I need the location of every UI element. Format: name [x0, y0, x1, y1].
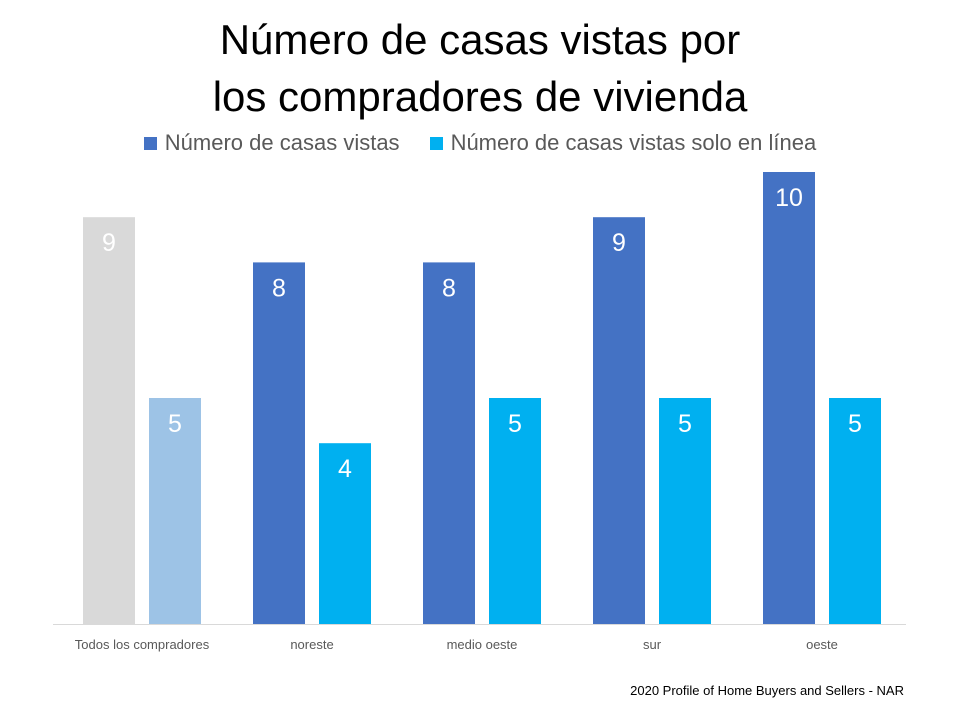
legend-label-total: Número de casas vistas [164, 130, 400, 155]
data-label-total-4: 10 [775, 184, 803, 212]
bar-total-0 [83, 217, 135, 624]
data-label-total-3: 9 [612, 229, 626, 257]
x-tick-label-2: medio oeste [447, 637, 518, 652]
x-tick-label-1: noreste [290, 637, 333, 652]
x-tick-label-0: Todos los compradores [75, 637, 210, 652]
x-tick-label-3: sur [643, 637, 662, 652]
data-label-total-1: 8 [272, 274, 286, 302]
chart-title-line-2: los compradores de vivienda [212, 73, 748, 120]
legend-swatch-online [429, 136, 443, 150]
chart-title-line-1: Número de casas vistas por [219, 16, 741, 63]
bar-total-1 [253, 262, 305, 624]
bar-online-3 [659, 398, 711, 624]
bar-online-4 [829, 398, 881, 624]
legend-item-total: Número de casas vistas [143, 130, 400, 156]
data-label-online-0: 5 [168, 410, 182, 438]
legend-swatch-total [143, 136, 157, 150]
bar-total-4 [763, 172, 815, 624]
data-label-online-2: 5 [508, 410, 522, 438]
legend-item-online: Número de casas vistas solo en línea [429, 130, 817, 156]
legend-label-online: Número de casas vistas solo en línea [450, 130, 817, 155]
bar-online-1 [319, 443, 371, 624]
bar-online-0 [149, 398, 201, 624]
data-label-online-1: 4 [338, 455, 352, 483]
data-label-total-2: 8 [442, 274, 456, 302]
bar-online-2 [489, 398, 541, 624]
source-footer: 2020 Profile of Home Buyers and Sellers … [630, 683, 904, 698]
legend: Número de casas vistas Número de casas v… [0, 130, 960, 156]
data-label-total-0: 9 [102, 229, 116, 257]
data-label-online-3: 5 [678, 410, 692, 438]
bar-total-3 [593, 217, 645, 624]
bar-total-2 [423, 262, 475, 624]
data-label-online-4: 5 [848, 410, 862, 438]
x-tick-label-4: oeste [806, 637, 838, 652]
